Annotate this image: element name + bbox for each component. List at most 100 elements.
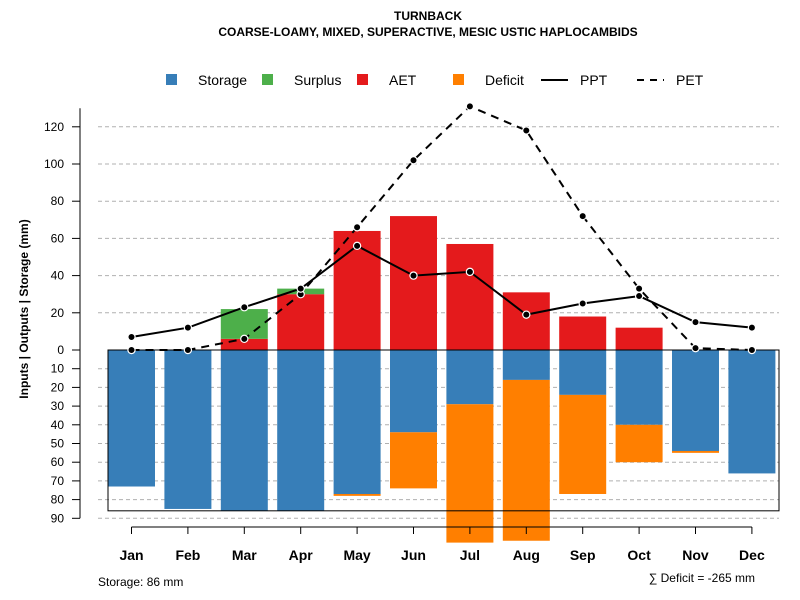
legend: Storage Surplus AET Deficit PPT PET (166, 72, 704, 88)
ppt-point (127, 332, 136, 342)
pet-point (578, 211, 587, 221)
legend-swatch-storage (166, 74, 177, 85)
legend-swatch-deficit (453, 74, 464, 85)
x-tick-label-jul: Jul (460, 547, 480, 563)
aet-bar (277, 294, 325, 350)
storage-bar (559, 350, 607, 395)
y-tick-label: 40 (51, 418, 65, 432)
storage-bar (390, 350, 437, 433)
x-tick-label-may: May (343, 547, 370, 563)
ppt-point (409, 271, 418, 280)
ppt-point (465, 267, 475, 277)
x-tick-label-oct: Oct (627, 547, 651, 563)
deficit-bar (615, 424, 663, 463)
y-tick-label: 10 (51, 362, 65, 376)
legend-swatch-surplus (262, 74, 273, 85)
ppt-point (240, 303, 249, 312)
legend-label-deficit: Deficit (485, 72, 524, 88)
y-tick-label: 20 (51, 380, 65, 394)
aet-bar (446, 243, 494, 350)
ppt-point (691, 317, 700, 327)
ppt-point (352, 241, 362, 251)
legend-label-surplus: Surplus (294, 72, 341, 88)
chart-subtitle: COARSE-LOAMY, MIXED, SUPERACTIVE, MESIC … (218, 25, 637, 39)
y-tick-label: 60 (51, 231, 65, 245)
y-tick-label: 100 (44, 157, 64, 171)
storage-bar (502, 350, 550, 380)
x-tick-label-aug: Aug (513, 547, 540, 563)
aet-bar (390, 216, 437, 350)
y-tick-label: 80 (51, 493, 65, 507)
ppt-point (522, 310, 531, 319)
ppt-point (183, 323, 193, 332)
deficit-bar (333, 493, 381, 496)
x-axis: Jan Feb Mar Apr May Jun Jul Aug Sep Oct Nov Dec (119, 526, 765, 563)
ppt-point (634, 291, 644, 301)
ppt-point (578, 299, 587, 308)
deficit-bar (446, 404, 494, 543)
aet-bar (559, 316, 607, 350)
aet-bar (615, 327, 663, 350)
storage-bar (446, 350, 494, 405)
legend-label-ppt: PPT (580, 72, 608, 88)
pet-point (465, 102, 475, 111)
legend-label-aet: AET (389, 72, 417, 88)
deficit-footnote: ∑ Deficit = -265 mm (649, 571, 755, 585)
storage-footnote: Storage: 86 mm (98, 575, 183, 589)
pet-line (131, 105, 752, 351)
pet-point (352, 223, 362, 232)
storage-bar (333, 350, 381, 494)
y-tick-label: 20 (51, 306, 65, 320)
surplus-bar (220, 309, 268, 339)
deficit-bar (390, 432, 437, 489)
pet-point (747, 345, 757, 355)
storage-bar (728, 350, 776, 474)
x-tick-label-dec: Dec (739, 547, 765, 563)
series-lines (127, 102, 757, 355)
deficit-bar (502, 379, 550, 541)
pet-point (409, 156, 418, 165)
chart-title: TURNBACK (394, 9, 462, 23)
x-tick-label-feb: Feb (175, 547, 200, 563)
legend-label-pet: PET (676, 72, 704, 88)
y-tick-label: 40 (51, 269, 65, 283)
y-tick-label: 90 (51, 511, 65, 525)
legend-label-storage: Storage (198, 72, 247, 88)
x-tick-label-sep: Sep (570, 547, 596, 563)
y-tick-label: 0 (57, 343, 64, 357)
y-tick-label: 70 (51, 474, 65, 488)
x-tick-label-nov: Nov (682, 547, 709, 563)
pet-point (240, 334, 249, 344)
axes-frame (107, 349, 780, 512)
storage-bar (220, 350, 268, 511)
legend-swatch-aet (357, 74, 368, 85)
x-tick-label-jun: Jun (401, 547, 426, 563)
gridlines (98, 126, 779, 519)
y-axis-label: Inputs | Outputs | Storage (mm) (17, 219, 31, 398)
ppt-point (296, 284, 305, 293)
storage-bar (108, 350, 155, 487)
y-tick-label: 30 (51, 399, 65, 413)
storage-bar (672, 350, 719, 451)
x-tick-label-mar: Mar (232, 547, 257, 563)
ppt-point (747, 323, 757, 332)
pet-point (522, 126, 531, 135)
aet-bar (220, 338, 268, 350)
pet-point (127, 345, 136, 355)
deficit-bar (559, 394, 607, 494)
pet-point (634, 284, 644, 293)
deficit-bar (672, 450, 719, 453)
aet-bar (333, 230, 381, 350)
storage-bar (164, 350, 212, 509)
storage-bar (615, 350, 663, 425)
y-tick-label: 50 (51, 437, 65, 451)
y-axis: 0 20 40 60 80 100 120 10 20 30 40 50 60 70 80 90 (44, 108, 81, 525)
x-tick-label-apr: Apr (289, 547, 314, 563)
pet-point (691, 343, 700, 353)
pet-point (183, 345, 193, 355)
bars (108, 216, 776, 543)
x-tick-label-jan: Jan (119, 547, 143, 563)
y-tick-label: 80 (51, 194, 65, 208)
ppt-line (131, 244, 752, 338)
